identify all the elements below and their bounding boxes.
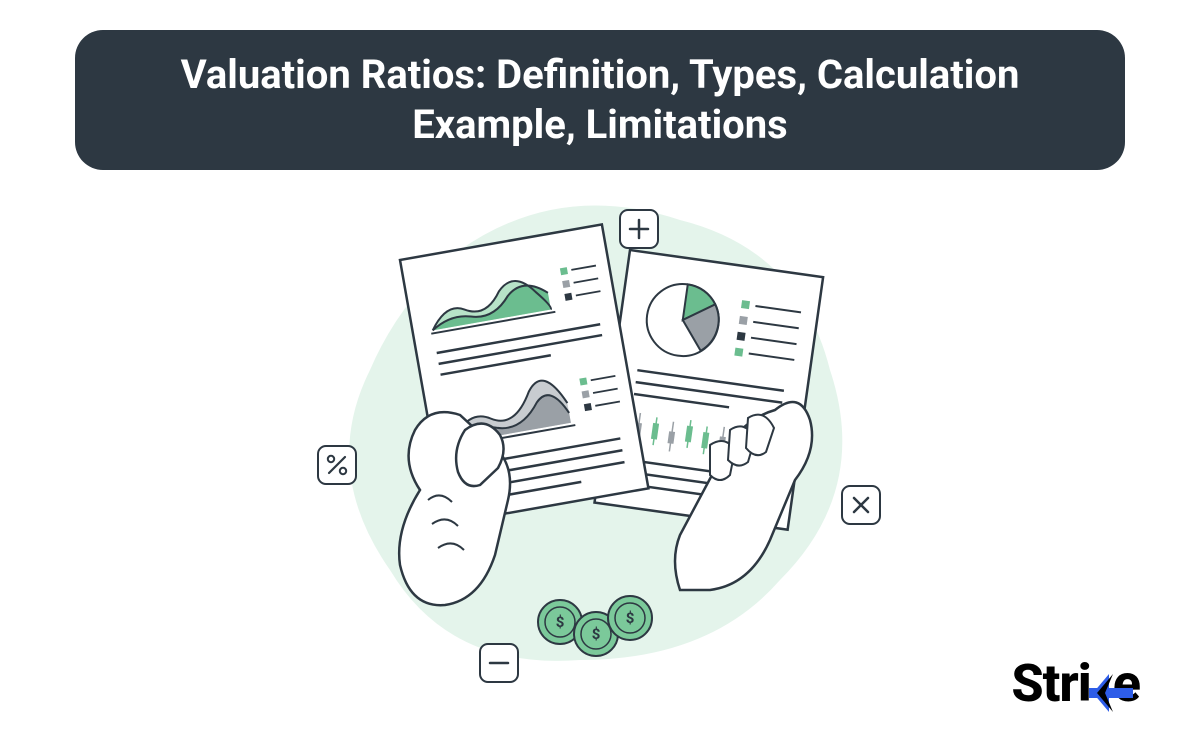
illustration-svg: $ $ $ — [280, 190, 920, 700]
multiply-icon — [842, 486, 880, 524]
hero-illustration: $ $ $ — [280, 190, 920, 700]
plus-icon — [620, 210, 658, 248]
logo-text-part-1: Stri — [1011, 653, 1090, 714]
logo-arrow-icon — [1085, 666, 1123, 702]
svg-text:$: $ — [556, 613, 565, 631]
coin-3: $ — [608, 596, 652, 640]
strike-logo: Stri e — [1011, 653, 1140, 714]
percent-icon — [318, 446, 356, 484]
page-title: Valuation Ratios: Definition, Types, Cal… — [115, 50, 1085, 150]
minus-icon — [480, 644, 518, 682]
svg-text:$: $ — [626, 609, 635, 627]
svg-text:$: $ — [592, 625, 601, 643]
title-banner: Valuation Ratios: Definition, Types, Cal… — [75, 30, 1125, 170]
